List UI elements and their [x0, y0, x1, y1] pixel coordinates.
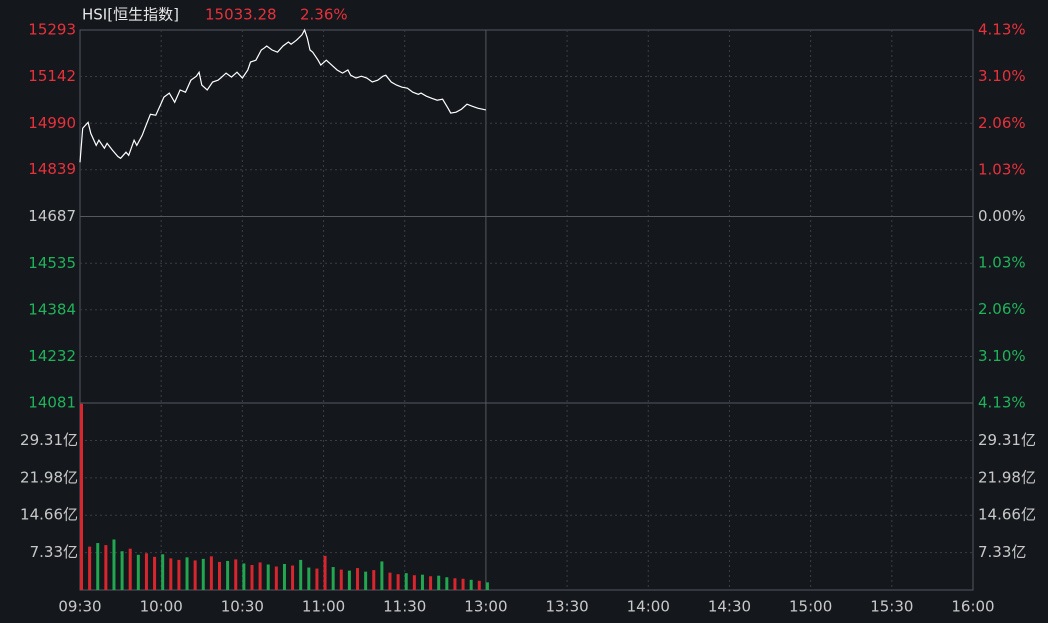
price-line: [79, 28, 487, 163]
y2-tick-label: 0.00%: [978, 207, 1026, 225]
x-tick-label: 14:00: [627, 598, 670, 616]
y-tick-label: 14384: [28, 300, 76, 318]
x-tick-label: 14:30: [708, 598, 751, 616]
change-pct: 2.36%: [300, 6, 348, 24]
volume-bar: [136, 554, 140, 590]
volume-bar: [153, 556, 157, 590]
volume-bar: [445, 577, 449, 590]
volume-bar: [364, 571, 368, 590]
volume-bar: [218, 561, 222, 590]
volume-bar: [88, 546, 92, 590]
chart-title: HSI[恒生指数]: [82, 6, 179, 24]
volume-bar: [437, 575, 441, 590]
volume-bar: [193, 560, 197, 590]
x-tick-label: 13:00: [464, 598, 507, 616]
x-tick-label: 11:30: [383, 598, 426, 616]
volume-bar: [299, 559, 303, 590]
volume-bar: [291, 565, 295, 590]
volume-bar: [420, 574, 424, 590]
volume-bar: [380, 561, 384, 590]
x-tick-label: 15:30: [870, 598, 913, 616]
volume-tick-label-right: 7.33亿: [978, 543, 1026, 561]
volume-bar: [104, 545, 108, 590]
y2-tick-label: 4.13%: [978, 21, 1026, 39]
volume-bar: [161, 554, 165, 590]
volume-bar: [372, 570, 376, 590]
volume-bar: [388, 572, 392, 590]
volume-bar: [347, 570, 351, 590]
volume-bar: [404, 573, 408, 590]
volume-tick-label-right: 14.66亿: [978, 506, 1036, 524]
x-tick-label: 13:30: [545, 598, 588, 616]
y-tick-label: 14232: [28, 347, 76, 365]
volume-bar: [234, 559, 238, 590]
volume-bar: [96, 543, 100, 590]
y2-tick-label: 4.13%: [978, 394, 1026, 412]
y-tick-label: 14839: [28, 160, 76, 178]
y2-tick-label: 1.03%: [978, 254, 1026, 272]
y-tick-label: 14535: [28, 254, 76, 272]
volume-bar: [201, 558, 205, 590]
y-tick-label: 14687: [28, 207, 76, 225]
y-tick-label: 14990: [28, 114, 76, 132]
last-price: 15033.28: [205, 6, 277, 24]
y2-tick-label: 2.06%: [978, 114, 1026, 132]
volume-bar: [274, 566, 278, 590]
volume-bar: [412, 575, 416, 590]
x-tick-label: 15:00: [789, 598, 832, 616]
volume-bar: [429, 576, 433, 590]
volume-bar: [80, 403, 83, 590]
volume-tick-label: 21.98亿: [20, 468, 78, 486]
y2-tick-label: 3.10%: [978, 67, 1026, 85]
y-tick-label: 15142: [28, 67, 76, 85]
volume-bar: [209, 556, 213, 590]
x-tick-label: 10:00: [140, 598, 183, 616]
volume-bar: [461, 578, 465, 590]
volume-tick-label-right: 29.31亿: [978, 431, 1036, 449]
volume-bar: [258, 562, 262, 590]
volume-bar: [120, 551, 124, 590]
x-tick-label: 16:00: [951, 598, 994, 616]
volume-bar: [242, 563, 246, 590]
volume-bar: [315, 568, 319, 590]
volume-tick-label-right: 21.98亿: [978, 468, 1036, 486]
volume-bar: [307, 567, 311, 590]
y-tick-label: 14081: [28, 394, 76, 412]
y-tick-label: 15293: [28, 21, 76, 39]
x-tick-label: 09:30: [58, 598, 101, 616]
volume-bar: [177, 559, 181, 590]
volume-bar: [477, 580, 481, 590]
volume-bar: [453, 578, 457, 590]
volume-bar: [169, 558, 173, 590]
volume-bar: [128, 548, 132, 590]
volume-bar: [485, 582, 489, 590]
volume-bar: [282, 563, 286, 590]
x-tick-label: 10:30: [221, 598, 264, 616]
volume-bar: [250, 564, 254, 590]
volume-bar: [185, 557, 189, 590]
volume-bar: [396, 574, 400, 590]
volume-bar: [469, 579, 473, 590]
volume-bar: [331, 567, 335, 590]
volume-bar: [266, 564, 270, 590]
y2-tick-label: 1.03%: [978, 160, 1026, 178]
volume-tick-label: 14.66亿: [20, 506, 78, 524]
volume-bar: [323, 555, 327, 590]
volume-bar: [144, 553, 148, 590]
y2-tick-label: 3.10%: [978, 347, 1026, 365]
x-tick-label: 11:00: [302, 598, 345, 616]
volume-bar: [226, 560, 230, 590]
volume-tick-label: 7.33亿: [30, 543, 78, 561]
volume-bar: [339, 569, 343, 590]
volume-bar: [112, 539, 116, 590]
y2-tick-label: 2.06%: [978, 300, 1026, 318]
volume-tick-label: 29.31亿: [20, 431, 78, 449]
volume-bar: [356, 568, 360, 590]
